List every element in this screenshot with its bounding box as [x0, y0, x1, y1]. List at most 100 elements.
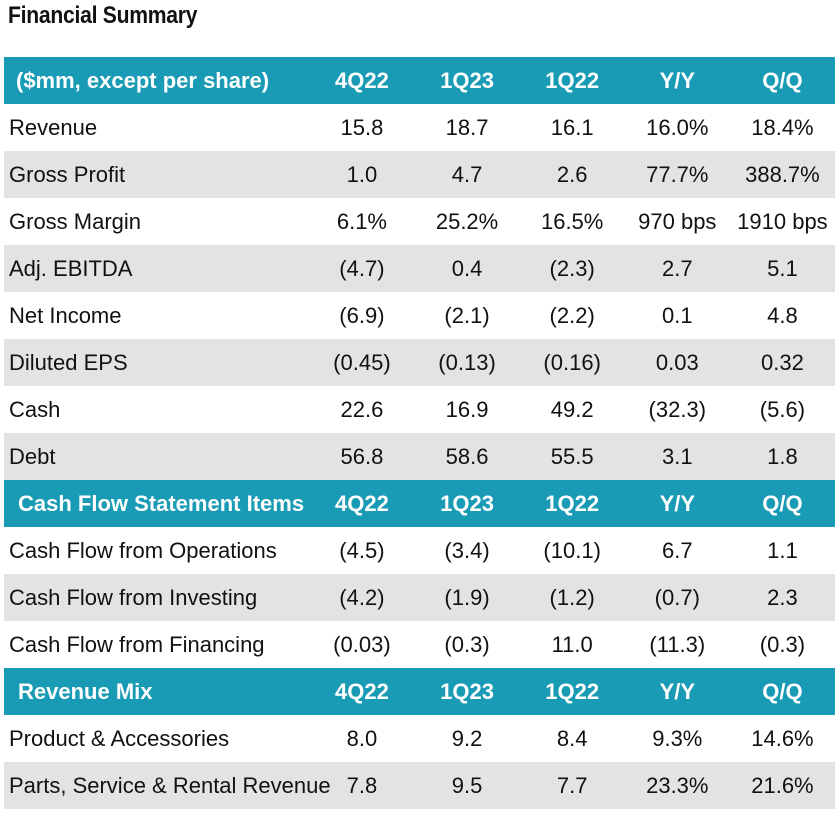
page-title: Financial Summary [8, 2, 198, 29]
column-header: Y/Y [659, 67, 696, 93]
section-title: ($mm, except per share) [16, 67, 270, 93]
section-title: Cash Flow Statement Items [18, 490, 305, 516]
table-cell: 1910 bps [737, 208, 828, 234]
table-cell: (0.45) [333, 349, 391, 375]
table-row-adj-ebitda: Adj. EBITDA (4.7) 0.4 (2.3) 2.7 5.1 [4, 245, 835, 292]
table-row-gross-margin: Gross Margin 6.1% 25.2% 16.5% 970 bps 1910 bp… [4, 198, 835, 245]
table-cell: 0.32 [761, 349, 804, 375]
table-row-cash-flow-from-investing: Cash Flow from Investing (4.2) (1.9) (1.2) (… [4, 574, 835, 621]
table-cell: (1.2) [549, 584, 595, 610]
table-cell: (4.2) [339, 584, 385, 610]
row-label: Net Income [9, 302, 122, 328]
table-cell: (2.1) [444, 302, 490, 328]
table-cell: 0.03 [655, 349, 699, 375]
column-header: 1Q22 [545, 490, 600, 516]
table-cell: (0.7) [654, 584, 700, 610]
table-cell: 4.7 [451, 161, 483, 187]
table-cell: 23.3% [646, 772, 709, 798]
table-cell: (11.3) [649, 631, 706, 657]
table-cell: 970 bps [638, 208, 717, 234]
table-row-cash-flow-from-operations: Cash Flow from Operations (4.5) (3.4) (10.1… [4, 527, 835, 574]
row-label: Cash [9, 396, 61, 422]
table-cell: 9.2 [451, 725, 483, 751]
table-cell: (0.3) [759, 631, 806, 657]
table-cell: (10.1) [543, 537, 601, 563]
column-header: Y/Y [659, 490, 696, 516]
table-cell: 7.7 [556, 772, 588, 798]
table-cell: 11.0 [551, 631, 593, 657]
table-cell: 8.4 [556, 725, 588, 751]
table-cell: 15.8 [340, 114, 384, 140]
column-header: Q/Q [762, 678, 803, 704]
column-header: 4Q22 [335, 490, 389, 516]
column-header: 1Q23 [440, 67, 494, 93]
column-header: Q/Q [762, 490, 803, 516]
column-header: 4Q22 [335, 67, 389, 93]
column-header: 1Q23 [440, 490, 494, 516]
table-cell: (0.03) [333, 631, 391, 657]
column-header: Q/Q [762, 67, 803, 93]
table-cell: 22.6 [340, 396, 384, 422]
table-cell: 55.5 [550, 443, 594, 469]
table-cell: 16.5% [540, 208, 604, 234]
table-cell: 25.2% [435, 208, 499, 234]
column-header: 1Q22 [545, 678, 600, 704]
table-cell: 58.6 [445, 443, 489, 469]
table-cell: 0.4 [451, 255, 483, 281]
table-cell: 18.4% [751, 114, 814, 140]
column-header: Y/Y [659, 678, 696, 704]
table-row-revenue: Revenue 15.8 18.7 16.1 16.0% 18.4% [4, 104, 835, 151]
row-label: Cash Flow from Investing [9, 584, 258, 610]
table-cell: 5.1 [767, 255, 798, 281]
table-cell: (4.5) [339, 537, 385, 563]
row-label: Gross Profit [9, 161, 126, 187]
row-label: Revenue [9, 114, 98, 140]
financial-summary-table: ($mm, except per share) 4Q22 1Q23 1Q22 Y/Y Q/… [4, 57, 835, 809]
table-cell: 1.0 [346, 161, 378, 187]
row-label: Cash Flow from Financing [9, 631, 265, 657]
table-cell: 9.3% [652, 725, 703, 751]
table-cell: (0.13) [438, 349, 496, 375]
table-row-cash: Cash 22.6 16.9 49.2 (32.3) (5.6) [4, 386, 835, 433]
table-cell: 8.0 [346, 725, 378, 751]
row-label: Gross Margin [9, 208, 142, 234]
table-row-cash-flow-from-financing: Cash Flow from Financing (0.03) (0.3) 11.0 (… [4, 621, 835, 668]
table-cell: 49.2 [550, 396, 594, 422]
table-cell: (4.7) [339, 255, 385, 281]
row-label: Debt [9, 443, 56, 469]
row-label: Product & Accessories [9, 725, 230, 751]
table-row-product-accessories: Product & Accessories 8.0 9.2 8.4 9.3% 14.6% [4, 715, 835, 762]
table-cell: 2.3 [767, 584, 798, 610]
column-header: 1Q23 [440, 678, 494, 704]
table-cell: 7.8 [346, 772, 378, 798]
table-row-diluted-eps: Diluted EPS (0.45) (0.13) (0.16) 0.03 0.32 [4, 339, 835, 386]
table-cell: 2.7 [662, 255, 693, 281]
table-cell: (5.6) [759, 396, 806, 422]
table-cell: (1.9) [444, 584, 490, 610]
table-cell: 18.7 [445, 114, 489, 140]
row-label: Adj. EBITDA [9, 255, 133, 281]
table-cell: 16.9 [445, 396, 489, 422]
table-cell: 9.5 [451, 772, 483, 798]
row-label: Parts, Service & Rental Revenue [9, 772, 331, 798]
section-header-row: Revenue Mix 4Q22 1Q23 1Q22 Y/Y Q/Q [4, 668, 835, 715]
table-cell: 0.1 [662, 302, 693, 328]
section-title: Revenue Mix [18, 678, 153, 704]
table-cell: (6.9) [339, 302, 385, 328]
table-cell: 6.7 [662, 537, 693, 563]
table-cell: (0.16) [543, 349, 601, 375]
table-row-net-income: Net Income (6.9) (2.1) (2.2) 0.1 4.8 [4, 292, 835, 339]
table-row-debt: Debt 56.8 58.6 55.5 3.1 1.8 [4, 433, 835, 480]
table-cell: 16.1 [550, 114, 594, 140]
table-cell: (32.3) [648, 396, 707, 422]
column-header: 1Q22 [545, 67, 600, 93]
section-header-row: ($mm, except per share) 4Q22 1Q23 1Q22 Y/Y Q/… [4, 57, 835, 104]
table-cell: 2.6 [556, 161, 588, 187]
table-row-gross-profit: Gross Profit 1.0 4.7 2.6 77.7% 388.7% [4, 151, 835, 198]
table-row-parts-service-rental-revenue: Parts, Service & Rental Revenue 7.8 9.5 7.7… [4, 762, 835, 809]
table-cell: 14.6% [751, 725, 814, 751]
table-cell: (0.3) [444, 631, 490, 657]
row-label: Cash Flow from Operations [9, 537, 277, 563]
table-cell: (2.2) [549, 302, 595, 328]
table-cell: 56.8 [340, 443, 384, 469]
